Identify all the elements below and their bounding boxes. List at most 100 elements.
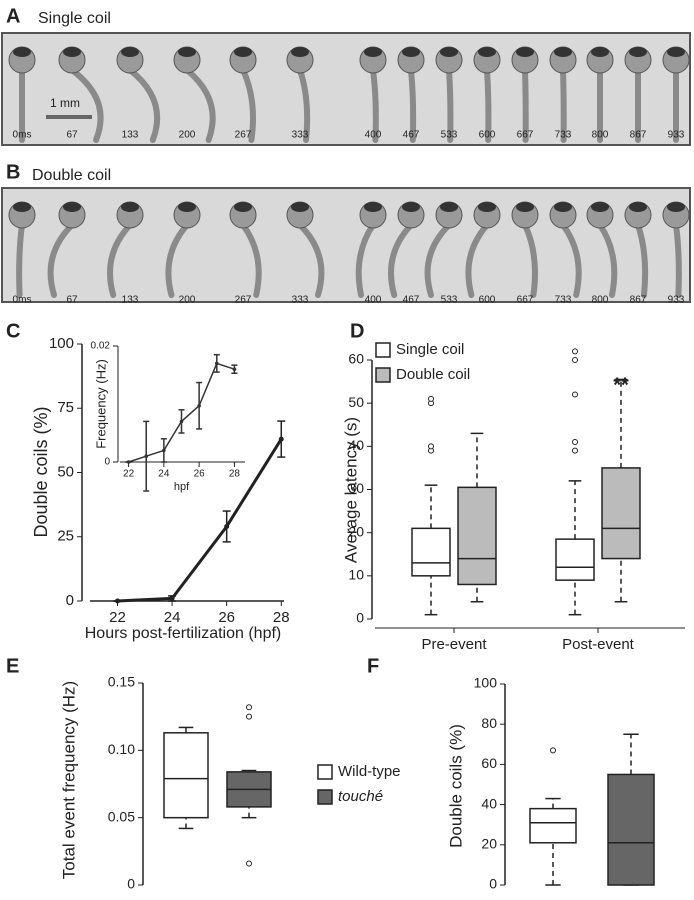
y-tick-label: 0 [127,876,135,892]
y-tick-label: 40 [481,795,497,811]
frame-time: 133 [122,130,139,141]
outlier [572,439,578,446]
fish-tail [673,222,682,298]
fish-eyes [63,47,81,57]
fish-tail [165,222,190,298]
data-point [197,403,201,408]
y-axis-label: Total event frequency (Hz) [59,681,78,879]
y-tick-label: 20 [481,836,497,852]
frame-time: 467 [403,130,420,141]
fish-eyes [291,47,309,57]
fish-tail [484,67,492,143]
fish-eyes [402,47,420,57]
panel-label: F [367,655,379,677]
fish-tail [47,222,75,298]
fish-tail [424,222,452,298]
fish-tail [297,67,311,143]
x-tick-label: 22 [123,469,135,480]
data-point [169,595,175,601]
fish-tail [370,67,379,143]
fish-eyes [629,202,647,212]
frame-time: 667 [517,130,534,141]
y-tick-label: 0.02 [91,341,111,352]
fish-eyes [402,202,420,212]
box [457,486,497,586]
fish-eyes [554,47,572,57]
frame-time: 800 [592,295,609,306]
data-line [117,438,283,603]
data-point [278,436,284,442]
fish-tail [240,67,256,143]
panel-label: D [350,320,364,342]
outlier [246,713,252,720]
y-tick-label: 0 [104,457,110,468]
y-tick-label: 30 [348,480,364,496]
y-tick-label: 60 [481,755,497,771]
fish-eyes [591,47,609,57]
fish-tail [355,222,376,298]
legend-swatch [375,342,391,358]
frame-time: 200 [179,130,196,141]
frame-time: 133 [122,295,139,306]
x-tick-label: 28 [273,609,290,626]
scale-bar-label: 1 mm [50,96,80,110]
fish-eyes [178,202,196,212]
frame-time: 933 [668,295,685,306]
strip-title: Double coil [32,167,111,184]
fish-tail [297,222,325,298]
y-axis-label: Double coils (%) [446,724,465,848]
fish-eyes [234,47,252,57]
legend-label: touché [338,788,383,805]
fish-eyes [364,202,382,212]
outlier [572,357,578,363]
y-tick-label: 0 [489,876,497,892]
data-point [214,361,219,366]
box [163,732,209,819]
y-tick-label: 80 [481,715,497,731]
frame-time: 667 [517,295,534,306]
fish-tail [635,222,649,298]
frame-time: 67 [66,130,78,141]
frame-time: 533 [441,130,458,141]
frame-time: 867 [630,130,647,141]
fish-eyes [13,47,31,57]
fish-tail [388,222,414,298]
frame-time: 333 [292,295,309,306]
fish-tail [560,222,582,298]
legend-swatch [317,764,333,780]
y-axis-label: Frequency (Hz) [93,359,108,449]
data-point [126,460,131,464]
frame-time: 800 [592,130,609,141]
fish-eyes [516,202,534,212]
fish-eyes [440,202,458,212]
panel-label: B [6,161,20,183]
frame-time: 400 [365,295,382,306]
fish-eyes [554,202,572,212]
panel-label: C [6,320,20,342]
fish-tail [560,67,567,143]
fish-tail [240,222,262,298]
y-tick-label: 0 [66,592,74,609]
frame-time: 733 [555,295,572,306]
outlier [550,747,556,754]
frame-time: 933 [668,130,685,141]
legend-swatch [375,367,391,383]
box [607,773,655,886]
fish-tail [16,222,25,298]
frame-time: 0ms [13,130,32,141]
fish-eyes [516,47,534,57]
fish-tail [522,222,538,298]
box [601,467,641,560]
y-tick-label: 75 [57,399,74,416]
y-tick-label: 0.05 [108,808,135,824]
data-point [114,598,120,604]
fish-eyes [178,47,196,57]
x-tick-label: 26 [194,469,206,480]
y-tick-label: 40 [348,437,364,453]
x-tick-label: 22 [109,609,126,626]
fish-eyes [121,47,139,57]
strip-title: Single coil [38,10,111,27]
panel-label: A [6,5,20,27]
frame-time: 333 [292,130,309,141]
